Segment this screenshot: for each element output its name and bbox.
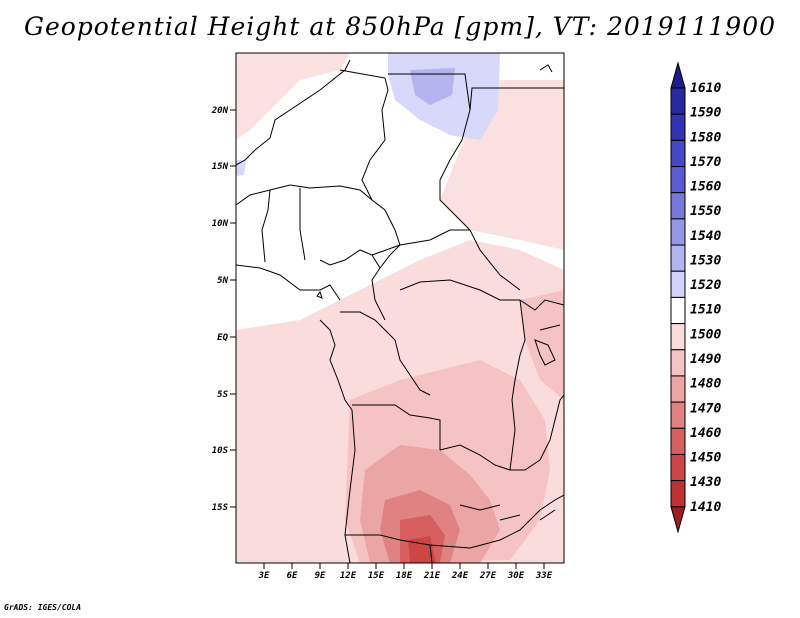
colorbar-segment [670, 270, 686, 298]
lon-tick-label: 6E [287, 571, 298, 581]
height-shading [236, 53, 564, 563]
colorbar-segment [670, 166, 686, 194]
colorbar-level-label: 1450 [690, 451, 721, 466]
colorbar-segment [670, 296, 686, 325]
colorbar-level-label: 1480 [690, 377, 721, 392]
colorbar: 1610 1590 1580 1570 1560 1550 1540 1530 1520 1510… [670, 61, 721, 534]
lon-tick-label: 30E [507, 571, 525, 581]
lon-tick-label: 15E [368, 571, 385, 581]
colorbar-min-arrow [670, 506, 686, 534]
colorbar-level-label: 1460 [690, 426, 721, 441]
map-plot-area [236, 53, 564, 563]
colorbar-level-label: 1500 [690, 327, 721, 342]
latitude-axis: 20N 15N 10N 5N EQ 5S 10S 15S [211, 106, 236, 513]
colorbar-level-label: 1550 [690, 204, 721, 219]
colorbar-level-label: 1610 [690, 81, 721, 96]
lon-tick-label: 24E [451, 571, 469, 581]
colorbar-segment [670, 375, 686, 403]
colorbar-level-label: 1580 [690, 130, 721, 145]
colorbar-level-label: 1530 [690, 253, 721, 268]
lat-tick-label: 15S [212, 503, 229, 513]
lon-tick-label: 27E [479, 571, 497, 581]
lon-tick-label: 9E [315, 571, 326, 581]
longitude-axis: 3E 6E 9E 12E 15E 18E 21E 24E 27E 30E 33E [258, 563, 553, 581]
colorbar-segment [670, 87, 686, 115]
colorbar-level-label: 1520 [690, 278, 721, 293]
lat-tick-label: EQ [217, 333, 228, 343]
colorbar-segment [670, 453, 686, 482]
colorbar-level-label: 1430 [690, 475, 721, 490]
colorbar-level-label: 1470 [690, 401, 721, 416]
lat-tick-label: 10N [212, 219, 229, 229]
colorbar-segment [670, 244, 686, 272]
plot-frame [235, 52, 565, 564]
colorbar-segment [670, 323, 686, 351]
lat-tick-label: 10S [212, 446, 229, 456]
lon-tick-label: 21E [423, 571, 441, 581]
colorbar-segment [670, 139, 686, 168]
colorbar-level-label: 1570 [690, 155, 721, 170]
footer-credit: GrADS: IGES/COLA [4, 603, 82, 612]
colorbar-level-label: 1490 [690, 352, 721, 367]
colorbar-segment [670, 349, 686, 377]
lat-tick-label: 5N [217, 276, 228, 286]
colorbar-segment [670, 113, 686, 141]
colorbar-level-label: 1410 [690, 500, 721, 515]
colorbar-level-label: 1510 [690, 303, 721, 318]
lon-tick-label: 18E [396, 571, 413, 581]
colorbar-segment [670, 192, 686, 220]
lon-tick-label: 33E [535, 571, 553, 581]
colorbar-segment [670, 218, 686, 246]
colorbar-max-arrow [670, 61, 686, 89]
lat-tick-label: 15N [212, 162, 229, 172]
colorbar-level-label: 1560 [690, 180, 721, 195]
colorbar-segment [670, 480, 686, 508]
colorbar-segment [670, 401, 686, 429]
lon-tick-label: 3E [258, 571, 270, 581]
country-borders [236, 59, 564, 563]
lat-tick-label: 20N [211, 106, 229, 116]
lat-tick-label: 5S [217, 390, 228, 400]
colorbar-segment [670, 427, 686, 455]
plot-title: Geopotential Height at 850hPa [gpm], VT:… [23, 12, 777, 41]
colorbar-level-label: 1590 [690, 106, 721, 121]
colorbar-level-label: 1540 [690, 229, 721, 244]
lon-tick-label: 12E [340, 571, 357, 581]
